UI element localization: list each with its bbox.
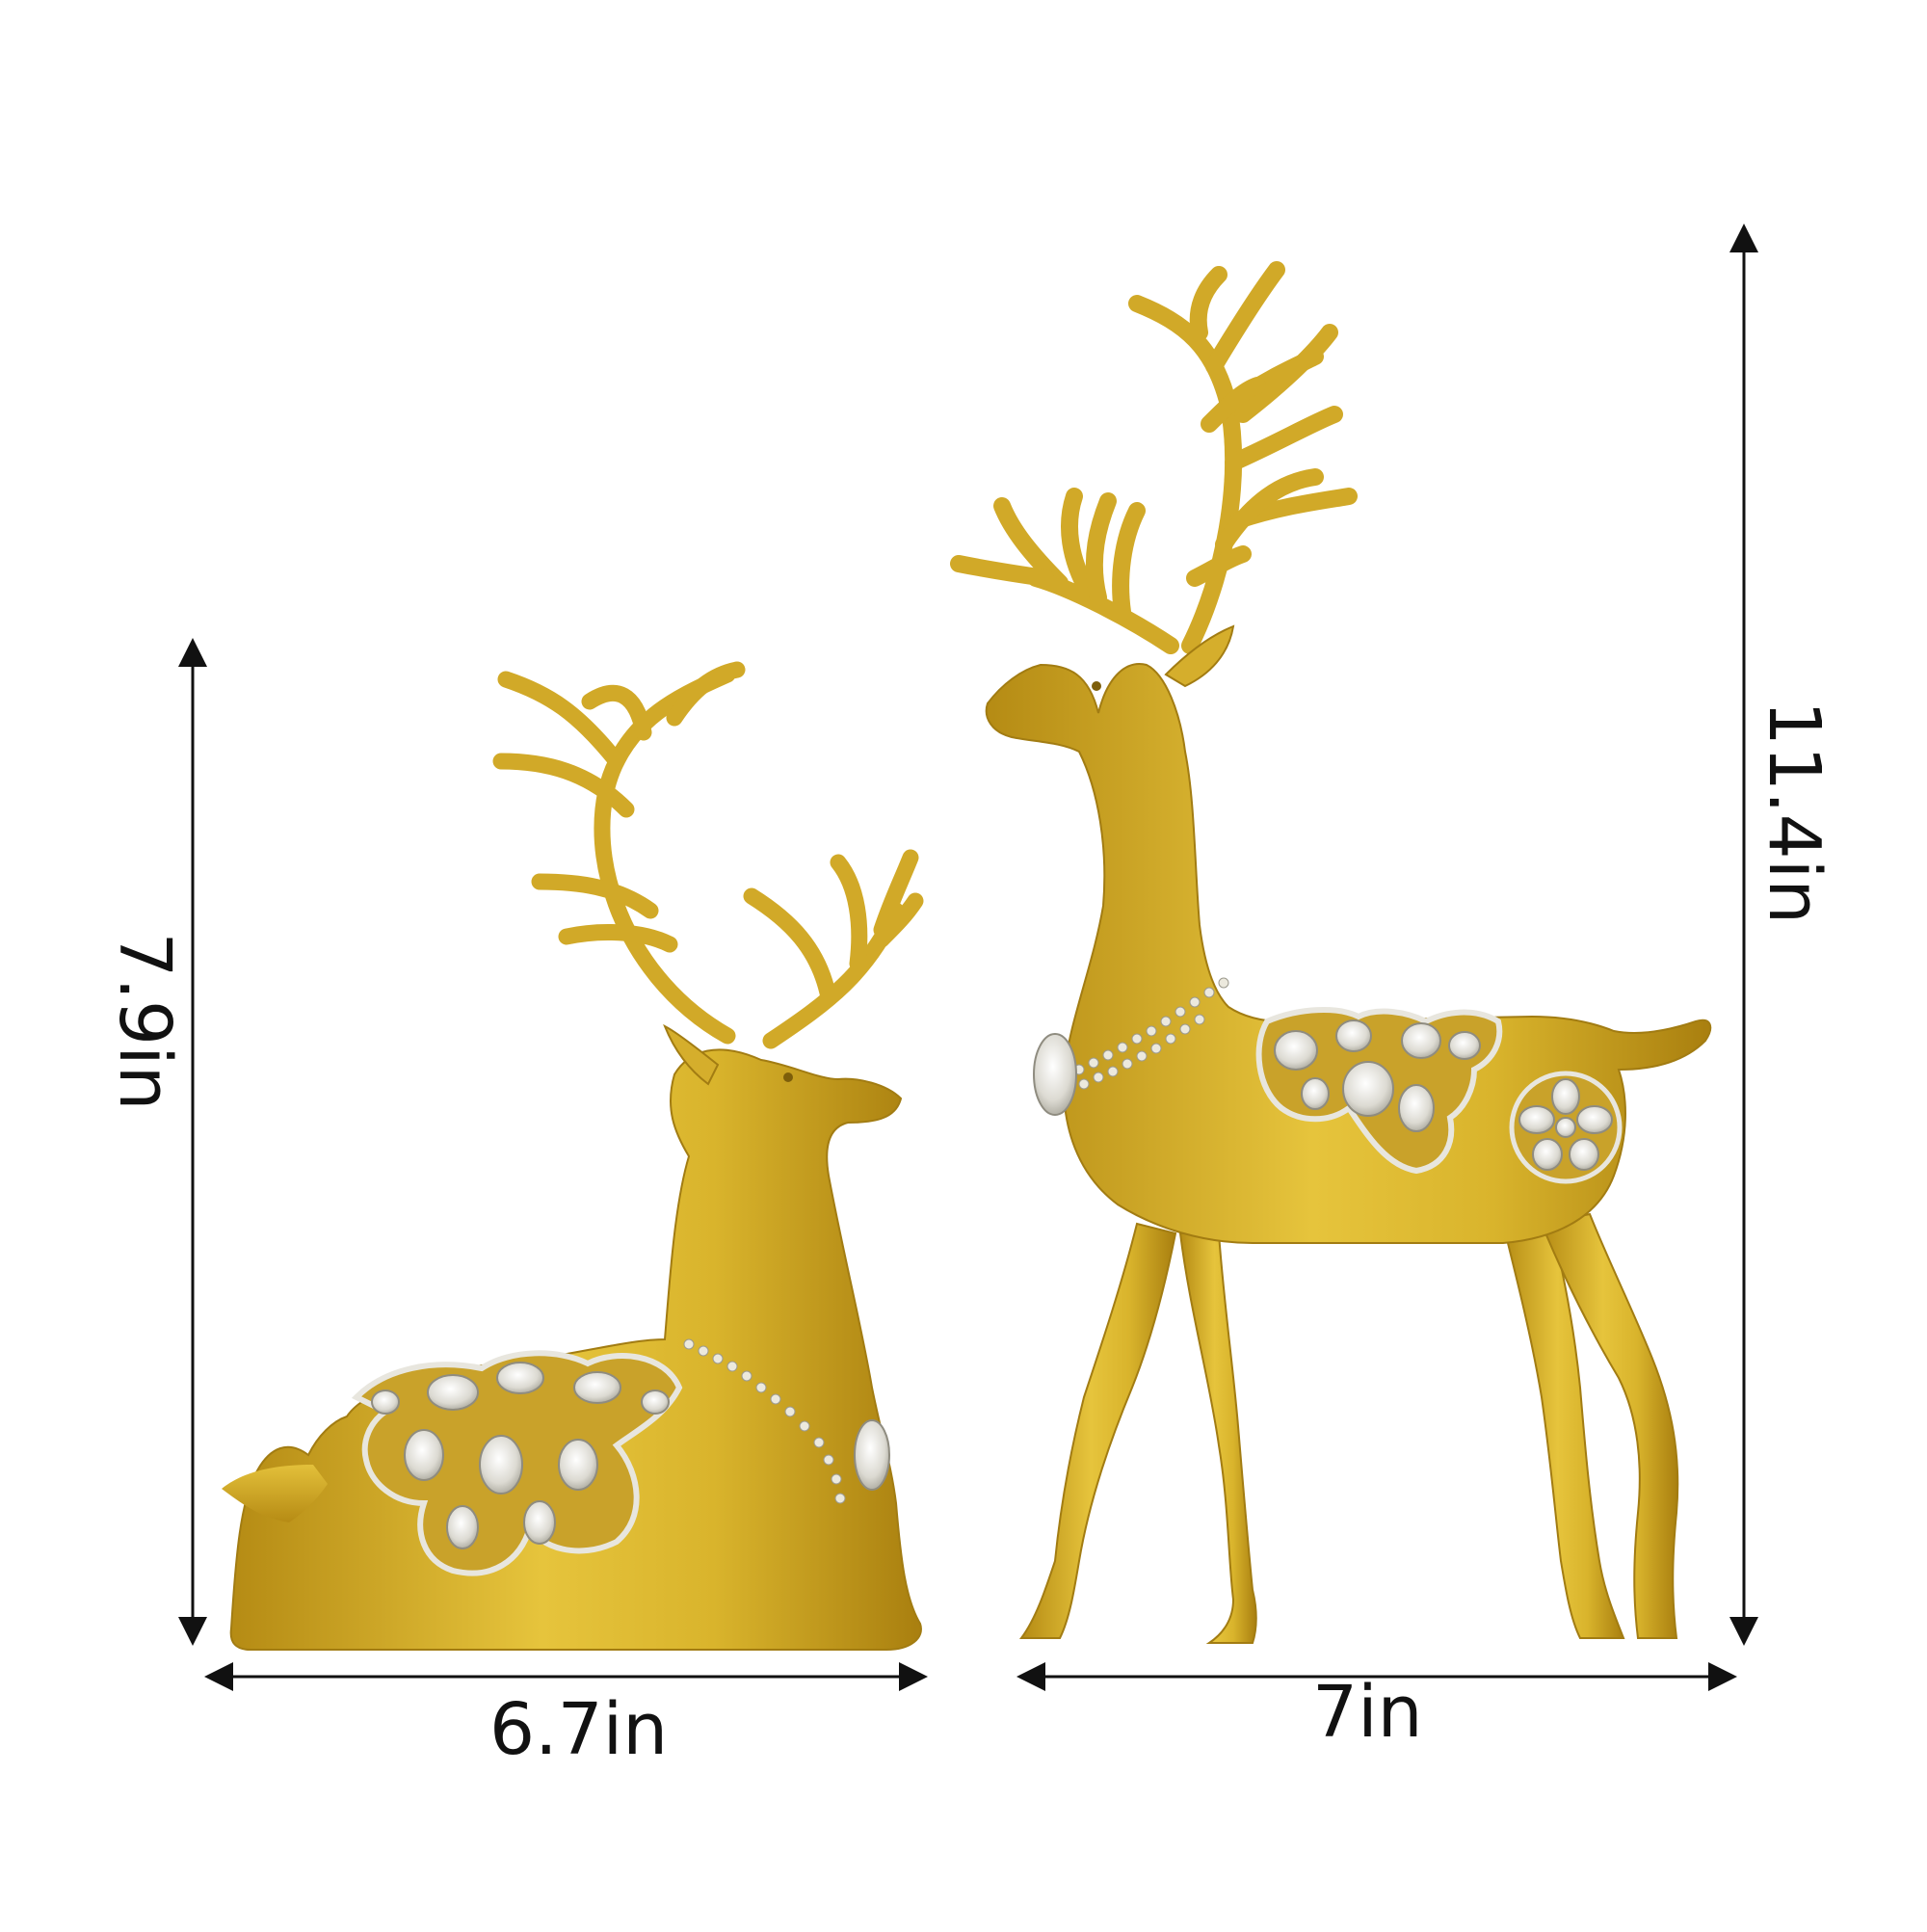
standing-deer-height-label: 11.4in [1753, 700, 1835, 925]
standing-deer-legs [1019, 1212, 1679, 1644]
reclining-deer-ear [663, 1023, 720, 1086]
reclining-deer-tail [222, 1465, 328, 1522]
reclining-deer-width-label: 6.7in [489, 1688, 669, 1771]
standing-deer-antlers [950, 261, 1358, 654]
standing-deer [950, 261, 1712, 1644]
reclining-deer-medallion [854, 1419, 890, 1491]
reclining-deer [222, 661, 924, 1651]
dimension-arrows [178, 224, 1758, 1691]
reclining-deer-height-label: 7.9in [103, 932, 186, 1111]
standing-deer-medallion [1033, 1033, 1077, 1116]
reclining-deer-antlers [492, 661, 924, 1049]
standing-deer-blanket [1255, 1007, 1503, 1175]
standing-deer-eye [1092, 681, 1101, 691]
reclining-deer-necklace [683, 1338, 846, 1504]
reclining-deer-body [229, 1048, 922, 1651]
standing-deer-width-label: 7in [1312, 1671, 1423, 1754]
standing-deer-ear [1164, 624, 1235, 688]
reclining-deer-eye [783, 1072, 793, 1082]
standing-deer-flower-medallion [1509, 1071, 1623, 1184]
reclining-deer-blanket [351, 1350, 683, 1576]
